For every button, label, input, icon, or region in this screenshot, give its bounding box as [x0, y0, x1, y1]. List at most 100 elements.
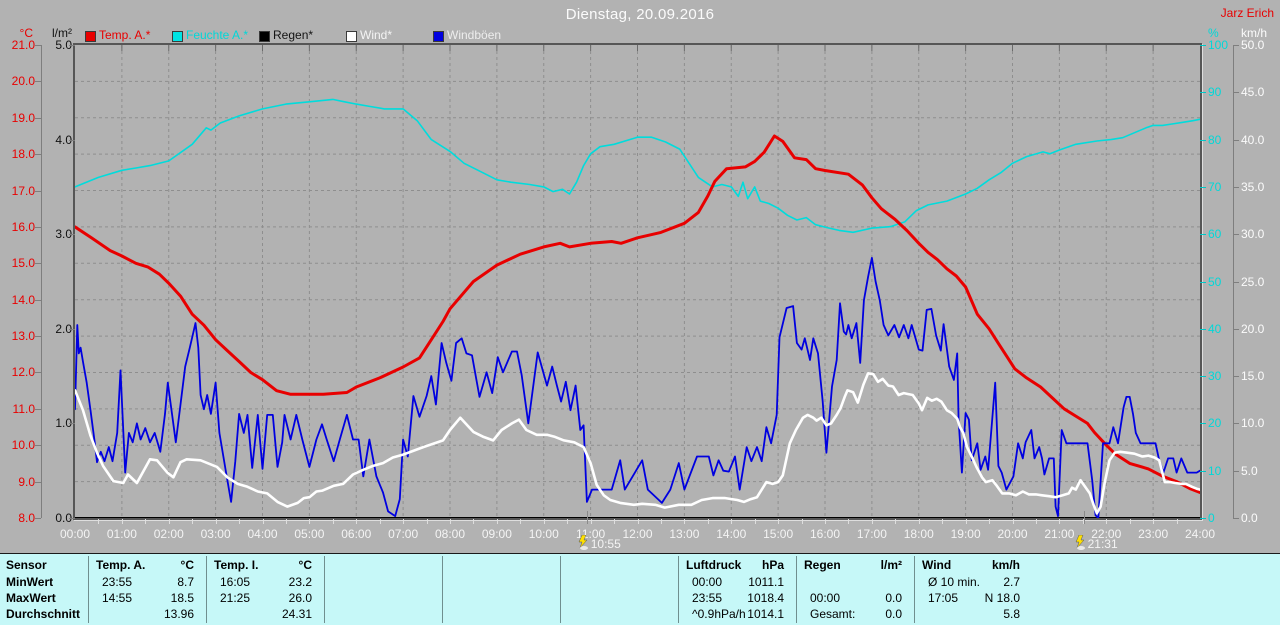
series-windb-en: [75, 256, 1200, 518]
bottom-half-hour-tick: [801, 519, 803, 524]
bottom-half-hour-tick: [778, 519, 780, 524]
humidity-tick-label: 100: [1208, 38, 1229, 52]
wind-tick: [1233, 45, 1239, 46]
bottom-half-hour-tick: [1035, 519, 1037, 524]
temp-tick: [35, 372, 41, 374]
table-cell-value: 0.0: [885, 591, 902, 605]
legend-swatch-1: [172, 31, 183, 42]
bottom-half-hour-tick: [942, 519, 944, 524]
table-cell-time: 17:05: [928, 591, 959, 605]
bottom-half-hour-tick: [871, 519, 873, 524]
x-axis-label: 00:00: [59, 527, 91, 541]
legend-swatch-0: [85, 31, 96, 42]
legend-label: Feuchte A.*: [186, 28, 249, 42]
bottom-half-hour-tick: [309, 519, 311, 524]
bottom-half-hour-tick: [543, 519, 545, 524]
wind-tick-label: 40.0: [1241, 132, 1265, 147]
x-axis-label: 06:00: [341, 527, 372, 541]
table-row-label: MaxWert: [6, 591, 56, 605]
temp-tick-label: 13.0: [11, 329, 35, 344]
wind-tick-label: 20.0: [1241, 321, 1265, 336]
bottom-half-hour-tick: [754, 519, 756, 524]
table-sensor-name: Temp. A.: [96, 558, 146, 572]
legend-swatch-3: [346, 31, 357, 42]
table-sensor-unit: hPa: [761, 558, 784, 572]
wind-tick-label: 15.0: [1241, 369, 1265, 384]
bottom-half-hour-tick: [1106, 519, 1108, 524]
statistics-table: Sensor MinWert MaxWert Durchschnitt Temp. A.…: [0, 553, 1280, 625]
x-axis-label: 20:00: [997, 527, 1028, 541]
rain-tick-label: 3.0: [55, 227, 72, 242]
humidity-tick: [1200, 139, 1206, 141]
bottom-half-hour-tick: [1059, 519, 1061, 524]
x-axis-label: 22:00: [1091, 527, 1122, 541]
legend-label: Temp. A.*: [99, 28, 151, 42]
series-feuchte-a: [75, 98, 1200, 234]
legend-swatch-2: [259, 31, 270, 42]
wind-tick: [1233, 92, 1239, 94]
humidity-tick-label: 80: [1208, 132, 1222, 147]
wind-tick: [1233, 328, 1239, 330]
bottom-half-hour-tick: [285, 519, 287, 524]
author-name: Jarz Erich: [1220, 6, 1274, 20]
humidity-tick-label: 50: [1208, 274, 1222, 289]
bottom-half-hour-tick: [825, 519, 826, 524]
bottom-half-hour-tick: [496, 519, 498, 524]
table-cell-time: ^0.9hPa/h: [692, 607, 746, 621]
bottom-half-hour-tick: [192, 519, 194, 524]
table-column-separator: [678, 556, 679, 623]
table-row-label: MinWert: [6, 575, 54, 589]
humidity-tick-label: 40: [1208, 321, 1222, 336]
x-axis-label: 24:00: [1184, 527, 1216, 541]
bottom-half-hour-tick: [1012, 519, 1014, 524]
temp-tick-label: 9.0: [18, 474, 35, 489]
table-sensor-unit: °C: [180, 558, 194, 572]
table-cell-value: 24.31: [281, 607, 312, 621]
table-cell-time: 23:55: [692, 591, 723, 605]
temp-tick: [35, 336, 41, 338]
humidity-tick-label: 20: [1208, 416, 1222, 431]
table-column-separator: [206, 556, 207, 623]
wind-tick: [1233, 518, 1239, 519]
temp-tick-label: 12.0: [11, 365, 35, 380]
table-column-separator: [88, 556, 89, 623]
table-cell-value: 1011.1: [748, 575, 784, 589]
wind-tick-label: 10.0: [1241, 416, 1265, 431]
table-cell-time: 00:00: [810, 591, 841, 605]
temp-tick: [35, 226, 41, 228]
wind-tick: [1233, 234, 1239, 236]
table-cell-value: 0.0: [885, 607, 902, 621]
temp-tick-label: 16.0: [11, 219, 35, 234]
bottom-half-hour-tick: [262, 519, 264, 524]
bottom-half-hour-tick: [98, 519, 100, 524]
bottom-half-hour-tick: [379, 519, 381, 524]
x-axis-label: 03:00: [200, 527, 231, 541]
table-cell-value: 5.8: [1003, 607, 1020, 621]
rain-tick-label: 0.0: [55, 511, 72, 525]
table-column-separator: [796, 556, 797, 623]
humidity-tick: [1200, 470, 1206, 472]
wind-tick: [1233, 376, 1239, 378]
temp-tick: [35, 263, 41, 265]
x-axis-label: 07:00: [388, 527, 419, 541]
bottom-half-hour-tick: [215, 519, 217, 524]
humidity-tick-label: 70: [1208, 179, 1222, 194]
table-cell-value: 26.0: [288, 591, 312, 605]
table-row-label: Durchschnitt: [6, 607, 81, 621]
rain-tick: [69, 139, 75, 141]
legend-swatch-4: [433, 31, 444, 42]
humidity-tick: [1200, 92, 1206, 94]
temp-tick: [35, 518, 41, 519]
humidity-tick-label: 30: [1208, 369, 1222, 384]
rain-tick-label: 5.0: [55, 38, 72, 52]
wind-tick-label: 30.0: [1241, 227, 1265, 242]
humidity-tick-label: 60: [1208, 227, 1222, 242]
bottom-half-hour-tick: [450, 519, 451, 524]
bottom-half-hour-tick: [848, 519, 850, 524]
wind-tick: [1233, 281, 1239, 283]
table-sensor-unit: km/h: [991, 558, 1020, 572]
temp-axis-header: °C: [19, 26, 33, 40]
table-cell-value: 1018.4: [747, 591, 784, 605]
table-cell-value: 8.7: [177, 575, 194, 589]
